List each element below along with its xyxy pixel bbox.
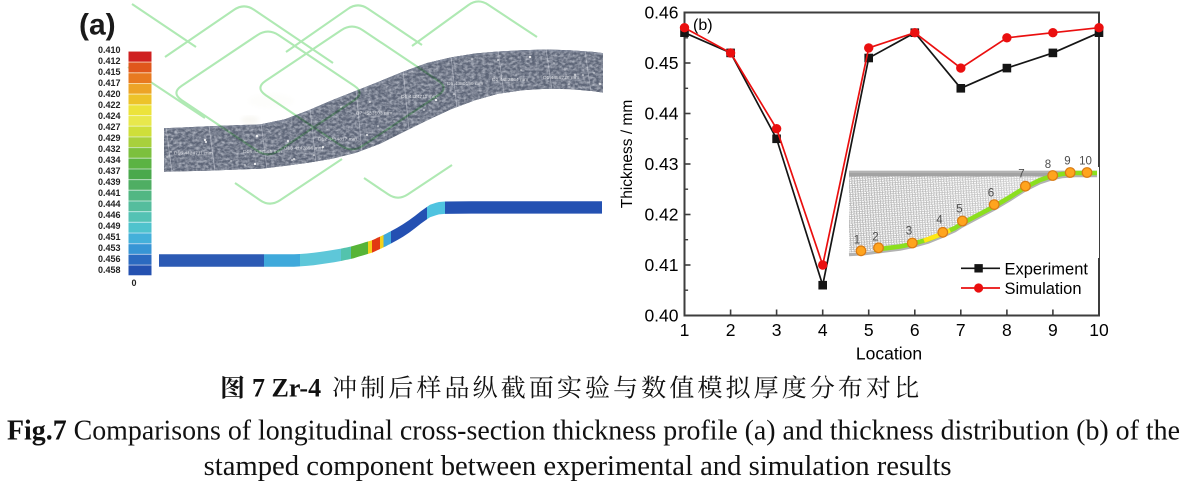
svg-text:D6 4424711 mm: D6 4424711 mm: [401, 94, 437, 100]
svg-text:0.434: 0.434: [98, 155, 121, 165]
svg-text:D5 4380159 mm: D5 4380159 mm: [447, 81, 483, 87]
svg-text:0.451: 0.451: [98, 232, 121, 242]
svg-text:0.446: 0.446: [98, 210, 121, 220]
svg-text:0.412: 0.412: [98, 56, 121, 66]
svg-text:Fig.7 Comparisons of longitudi: Fig.7 Comparisons of longitudinal cross-…: [7, 415, 1180, 447]
svg-text:0.453: 0.453: [98, 243, 121, 253]
svg-text:0.456: 0.456: [98, 254, 121, 264]
svg-text:(a): (a): [79, 9, 116, 42]
svg-text:4: 4: [818, 320, 828, 340]
svg-text:0.422: 0.422: [98, 100, 121, 110]
svg-text:D12 4414817 mm: D12 4414817 mm: [318, 137, 357, 143]
svg-text:8: 8: [1002, 320, 1012, 340]
svg-text:0.41: 0.41: [644, 255, 678, 275]
svg-text:3: 3: [906, 226, 912, 238]
svg-text:0.444: 0.444: [98, 199, 121, 209]
svg-text:0.410: 0.410: [98, 45, 121, 55]
svg-text:9: 9: [1048, 320, 1058, 340]
svg-text:9: 9: [1064, 156, 1070, 168]
svg-text:0.45: 0.45: [644, 53, 678, 73]
svg-text:0.46: 0.46: [644, 3, 678, 23]
svg-text:Location: Location: [856, 344, 922, 364]
svg-text:(b): (b): [693, 17, 713, 34]
svg-text:D2 4482864 mm: D2 4482864 mm: [492, 77, 528, 83]
svg-text:0.420: 0.420: [98, 89, 121, 99]
svg-text:Experiment: Experiment: [1005, 260, 1089, 278]
svg-text:0.439: 0.439: [98, 177, 121, 187]
svg-text:Simulation: Simulation: [1005, 280, 1082, 298]
svg-text:0.429: 0.429: [98, 133, 121, 143]
svg-text:6: 6: [910, 320, 920, 340]
svg-text:0.449: 0.449: [98, 221, 121, 231]
svg-text:0.40: 0.40: [644, 306, 678, 326]
svg-text:D13 4142856 mm: D13 4142856 mm: [284, 146, 323, 152]
svg-text:10: 10: [1089, 320, 1109, 340]
svg-text:0.415: 0.415: [98, 67, 121, 77]
svg-text:3: 3: [772, 320, 782, 340]
svg-text:2: 2: [726, 320, 736, 340]
svg-text:10: 10: [1079, 156, 1092, 168]
svg-text:0.441: 0.441: [98, 188, 121, 198]
svg-text:4: 4: [936, 215, 943, 227]
svg-text:8: 8: [1045, 159, 1051, 171]
svg-text:D7 4533103 mm: D7 4533103 mm: [356, 111, 392, 117]
svg-text:7: 7: [1018, 169, 1024, 181]
svg-text:0.432: 0.432: [98, 144, 121, 154]
svg-text:0.417: 0.417: [98, 78, 121, 88]
svg-text:5: 5: [956, 204, 962, 216]
svg-text:0.437: 0.437: [98, 166, 121, 176]
svg-text:5: 5: [864, 320, 874, 340]
svg-text:0.43: 0.43: [644, 154, 678, 174]
svg-text:Thickness / mm: Thickness / mm: [619, 100, 636, 209]
svg-text:6: 6: [988, 188, 994, 200]
svg-text:1: 1: [680, 320, 690, 340]
svg-text:D14 4387565 mm: D14 4387565 mm: [243, 149, 282, 155]
svg-text:D15 4424711 mm: D15 4424711 mm: [174, 151, 213, 157]
svg-text:2: 2: [872, 232, 878, 244]
svg-text:1: 1: [854, 235, 860, 247]
svg-text:0.458: 0.458: [98, 265, 121, 275]
svg-text:0.427: 0.427: [98, 122, 121, 132]
svg-text:D1 4458726 mm: D1 4458726 mm: [543, 75, 579, 81]
svg-text:0.42: 0.42: [644, 205, 678, 225]
svg-text:stamped component between expe: stamped component between experimental a…: [204, 450, 952, 482]
svg-text:7 Zr-4: 7 Zr-4: [252, 374, 321, 403]
svg-text:0.424: 0.424: [98, 111, 121, 121]
svg-text:0.44: 0.44: [644, 104, 678, 124]
svg-text:0: 0: [131, 278, 136, 288]
svg-text:7: 7: [956, 320, 966, 340]
